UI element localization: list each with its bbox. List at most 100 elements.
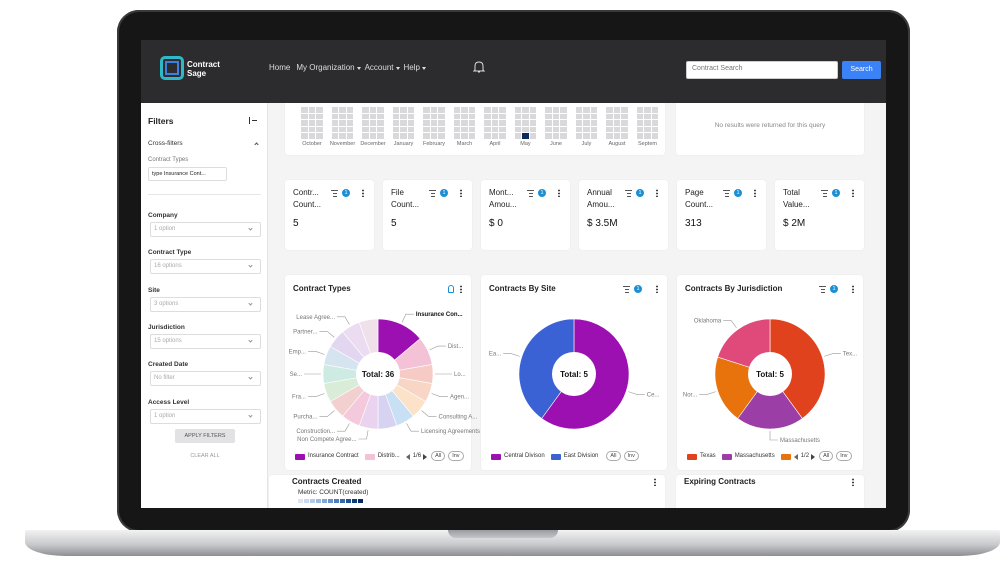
filter-icon[interactable] <box>625 190 632 197</box>
month-label: November <box>329 141 356 147</box>
filter-icon[interactable] <box>331 190 338 197</box>
menu-icon[interactable] <box>656 285 658 293</box>
filter-icon[interactable] <box>527 190 534 197</box>
heat-cell <box>392 133 399 139</box>
menu-icon[interactable] <box>460 285 462 293</box>
heat-cell <box>583 126 590 132</box>
heat-cell <box>522 120 529 126</box>
menu-icon[interactable] <box>852 189 854 197</box>
nav-item[interactable]: Account <box>364 63 394 72</box>
filter-chip[interactable] <box>148 167 227 181</box>
heat-cell <box>377 133 384 139</box>
filter-icon[interactable] <box>723 190 730 197</box>
filter-icon[interactable] <box>623 286 630 293</box>
heat-cell <box>644 133 651 139</box>
card <box>383 180 472 250</box>
slice-label: Lo... <box>454 372 466 378</box>
legend-button[interactable]: All <box>606 451 621 461</box>
collapse-icon[interactable] <box>249 117 257 124</box>
leader-line <box>503 353 520 357</box>
legend-button[interactable]: Inv <box>836 451 852 461</box>
heat-cell <box>316 126 323 132</box>
heat-cell <box>621 120 628 126</box>
filter-select[interactable] <box>150 259 261 275</box>
pager-prev[interactable] <box>793 454 798 460</box>
pager-prev[interactable] <box>405 454 410 460</box>
nav-item[interactable]: Home <box>269 63 291 72</box>
person-icon[interactable] <box>448 285 454 293</box>
legend-button[interactable]: Inv <box>448 451 464 461</box>
legend-swatch <box>550 454 561 460</box>
menu-icon[interactable] <box>460 189 462 197</box>
leader-line <box>628 391 645 395</box>
filter-badge: 1 <box>830 285 838 293</box>
heat-cell <box>583 133 590 139</box>
legend-button[interactable]: Inv <box>623 451 639 461</box>
donut-chart: Ce... Ea... Total: 5 <box>489 318 660 430</box>
heat-cell <box>575 133 582 139</box>
heat-cell <box>423 126 430 132</box>
heat-cell <box>461 120 468 126</box>
filter-icon[interactable] <box>821 190 828 197</box>
donut-hole <box>356 352 400 396</box>
legend-button[interactable]: All <box>431 451 446 461</box>
slice-label: Licensing Agreements <box>421 429 480 435</box>
kpi-value: $ 2M <box>783 218 806 229</box>
menu-icon[interactable] <box>362 189 364 197</box>
menu-icon[interactable] <box>754 189 756 197</box>
filter-select[interactable] <box>150 371 261 387</box>
notification-bell[interactable] <box>473 60 485 74</box>
filter-badge: 1 <box>634 285 642 293</box>
month-label: April <box>489 141 501 147</box>
menu-icon[interactable] <box>558 189 560 197</box>
heat-cell <box>308 120 315 126</box>
apply-button[interactable]: APPLY FILTERS <box>175 429 235 443</box>
heat-cell <box>529 120 536 126</box>
scale-swatch <box>298 499 303 503</box>
card <box>285 180 374 250</box>
heat-cell <box>400 126 407 132</box>
filter-select[interactable] <box>150 333 261 349</box>
slice-label: Lease Agree... <box>296 315 335 321</box>
menu-icon[interactable] <box>852 285 854 293</box>
pager-next[interactable] <box>811 454 816 460</box>
filter-icon[interactable] <box>819 286 826 293</box>
menu-icon[interactable] <box>654 478 656 486</box>
legend-swatch <box>295 454 305 460</box>
heat-cell <box>606 107 613 113</box>
card <box>676 475 864 508</box>
filter-icon[interactable] <box>429 190 436 197</box>
search-input[interactable] <box>686 61 838 79</box>
leader-line <box>337 316 350 325</box>
heat-cell <box>453 133 460 139</box>
clear-button[interactable]: CLEAR ALL <box>190 453 220 459</box>
leader-line <box>824 353 841 357</box>
filter-select[interactable] <box>150 222 261 237</box>
heat-cell <box>438 126 445 132</box>
filter-select[interactable] <box>150 296 261 312</box>
empty-message: No results were returned for this query <box>714 122 826 129</box>
menu-icon[interactable] <box>852 478 854 486</box>
nav-item[interactable]: My Organization <box>296 63 355 72</box>
heat-cell <box>529 126 536 132</box>
heat-cell <box>621 107 628 113</box>
heat-cell <box>461 107 468 113</box>
filter-select[interactable] <box>150 408 261 424</box>
nav-item[interactable]: Help <box>403 63 420 72</box>
heat-cell <box>331 120 338 126</box>
heat-cell <box>339 133 346 139</box>
heat-cell <box>438 113 445 119</box>
heat-cell <box>621 133 628 139</box>
heat-cell <box>636 126 643 132</box>
leader-line <box>319 410 335 417</box>
search-button[interactable]: Search <box>842 61 881 79</box>
heat-cell <box>499 113 506 119</box>
kpi-value: 313 <box>685 218 702 229</box>
chip-close[interactable] <box>218 170 223 176</box>
menu-icon[interactable] <box>656 189 658 197</box>
heat-cell <box>545 120 552 126</box>
pager-next[interactable] <box>423 454 428 460</box>
heat-cell <box>522 126 529 132</box>
legend-button[interactable]: All <box>819 451 834 461</box>
